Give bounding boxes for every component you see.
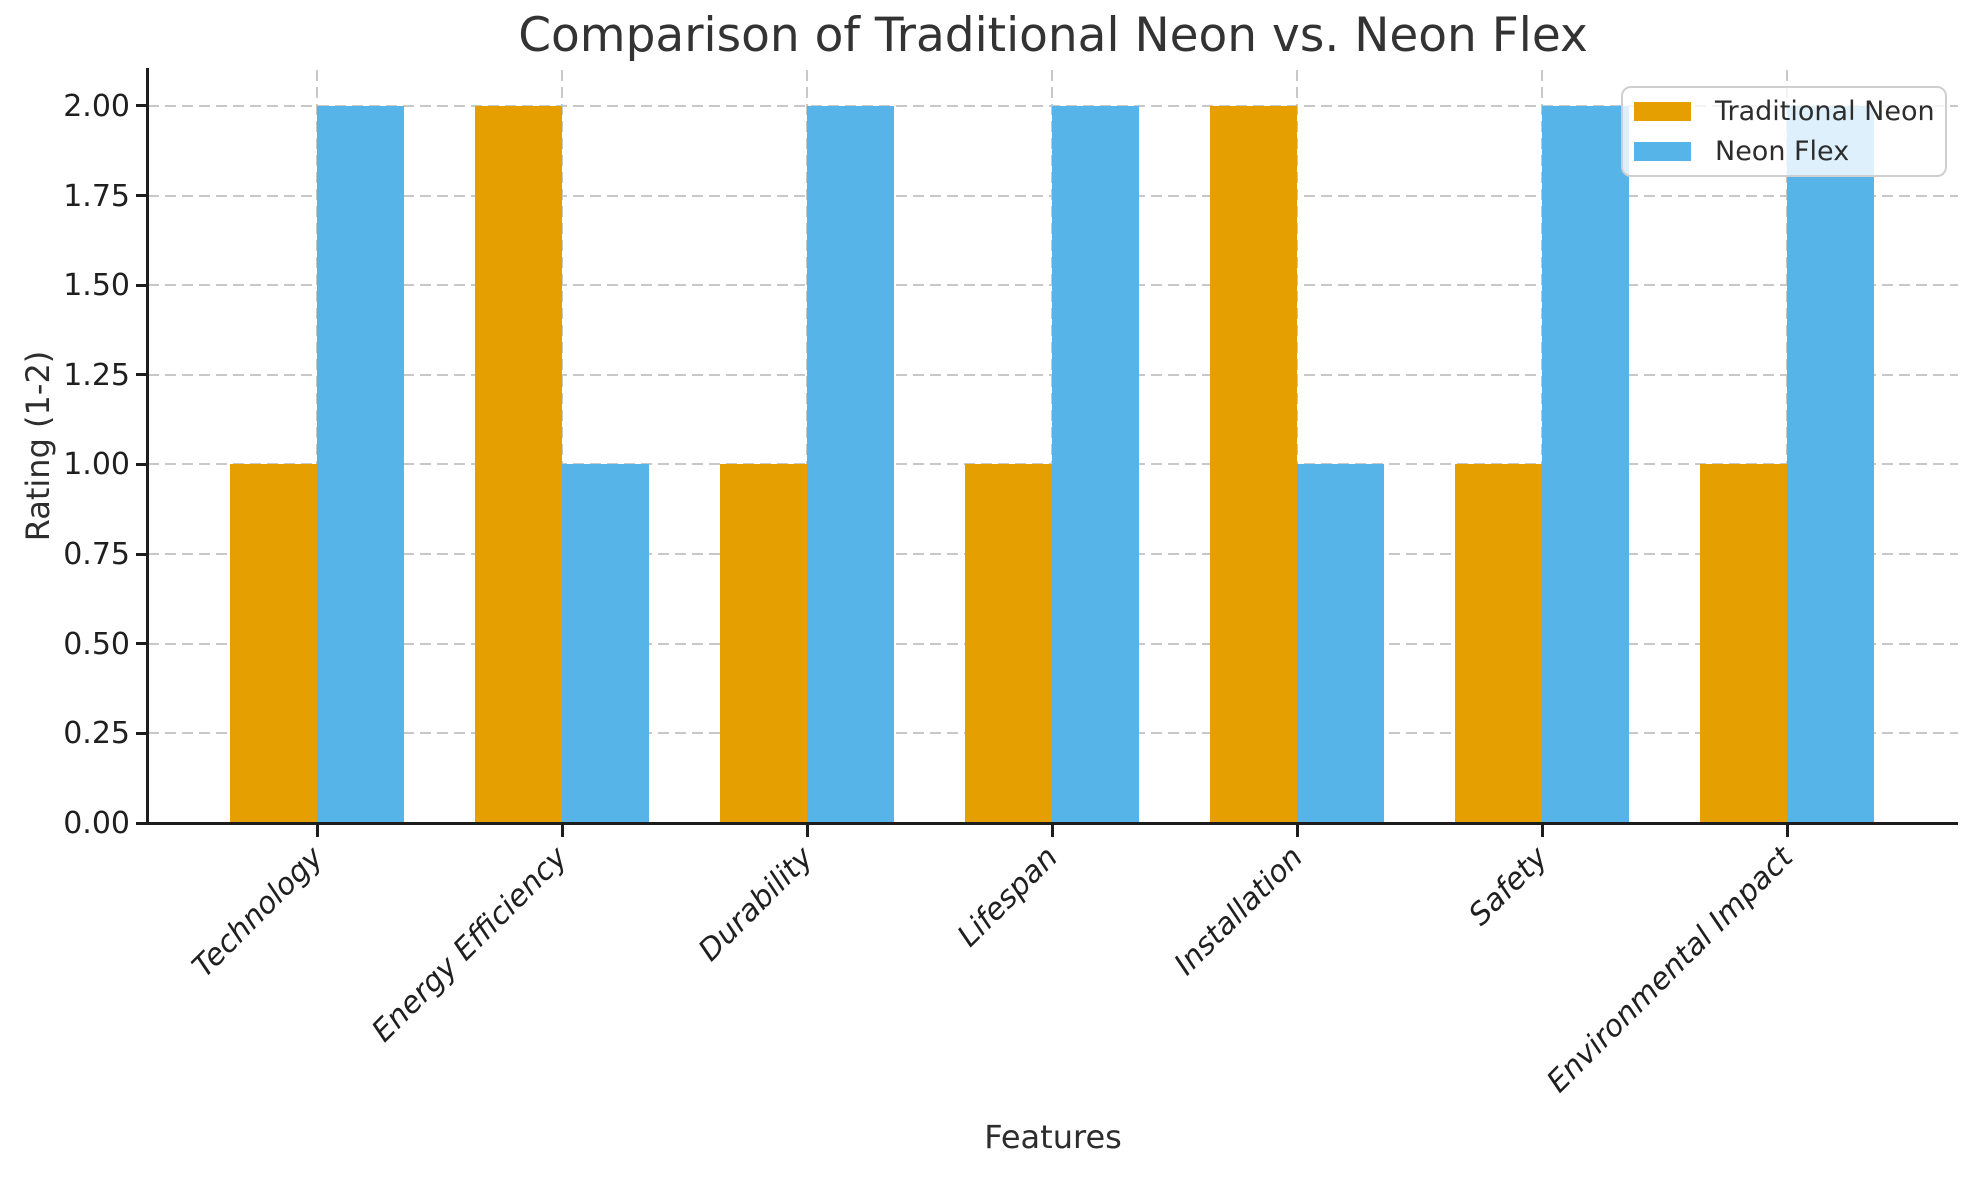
x-tick-label-lifespan: Lifespan bbox=[950, 840, 1065, 954]
y-tick-label: 1.25 bbox=[63, 357, 130, 393]
bar-neon-flex-lifespan bbox=[1052, 105, 1139, 823]
legend-row: Traditional Neon bbox=[1634, 96, 1935, 127]
bar-traditional-neon-safety bbox=[1455, 464, 1542, 823]
y-tick-mark bbox=[136, 462, 148, 466]
bar-neon-flex-installation bbox=[1297, 464, 1384, 823]
legend-swatch-traditional-neon bbox=[1634, 102, 1691, 121]
legend-swatch-neon-flex bbox=[1634, 142, 1691, 161]
bar-traditional-neon-installation bbox=[1210, 105, 1297, 823]
x-tick-label-technology: Technology bbox=[185, 840, 330, 985]
y-tick-mark bbox=[136, 373, 148, 377]
y-tick-label: 0.75 bbox=[63, 537, 130, 573]
y-tick-label: 0.50 bbox=[63, 626, 130, 662]
y-tick-label: 1.00 bbox=[63, 447, 130, 483]
legend-label-neon-flex: Neon Flex bbox=[1715, 136, 1850, 167]
y-tick-label: 0.25 bbox=[63, 716, 130, 752]
chart-title: Comparison of Traditional Neon vs. Neon … bbox=[518, 8, 1588, 63]
y-tick-label: 1.75 bbox=[63, 178, 130, 214]
y-tick-mark bbox=[136, 731, 148, 735]
x-gridline bbox=[561, 70, 563, 823]
legend-label-traditional-neon: Traditional Neon bbox=[1715, 96, 1935, 127]
bar-traditional-neon-durability bbox=[720, 464, 807, 823]
bar-neon-flex-energy-efficiency bbox=[562, 464, 649, 823]
x-tick-mark bbox=[1540, 825, 1544, 837]
y-tick-mark bbox=[136, 552, 148, 556]
x-tick-label-safety: Safety bbox=[1462, 840, 1555, 933]
y-tick-mark bbox=[136, 642, 148, 646]
bar-neon-flex-safety bbox=[1542, 105, 1629, 823]
bar-neon-flex-technology bbox=[317, 105, 404, 823]
y-tick-mark bbox=[136, 194, 148, 197]
y-axis-spine bbox=[146, 68, 149, 825]
bar-traditional-neon-energy-efficiency bbox=[475, 105, 562, 823]
x-tick-mark bbox=[560, 825, 564, 837]
x-tick-mark bbox=[805, 825, 809, 837]
x-gridline bbox=[1296, 70, 1298, 823]
x-tick-label-durability: Durability bbox=[691, 840, 820, 969]
bar-traditional-neon-environmental-impact bbox=[1700, 464, 1787, 823]
legend-row: Neon Flex bbox=[1634, 136, 1931, 167]
x-axis-label: Features bbox=[984, 1118, 1122, 1156]
x-tick-mark bbox=[1050, 825, 1054, 837]
y-tick-label: 2.00 bbox=[63, 88, 130, 124]
x-tick-label-environmental-impact: Environmental Impact bbox=[1540, 840, 1800, 1100]
bar-neon-flex-durability bbox=[807, 105, 894, 823]
x-tick-label-energy-efficiency: Energy Efficiency bbox=[365, 840, 575, 1050]
bar-neon-flex-environmental-impact bbox=[1787, 105, 1874, 823]
x-tick-mark bbox=[1295, 825, 1299, 837]
chart-legend: Traditional Neon Neon Flex bbox=[1621, 86, 1947, 177]
bar-traditional-neon-lifespan bbox=[965, 464, 1052, 823]
y-tick-mark bbox=[136, 283, 148, 287]
x-tick-label-installation: Installation bbox=[1167, 840, 1310, 983]
bar-traditional-neon-technology bbox=[230, 464, 317, 823]
y-tick-mark bbox=[136, 821, 148, 825]
x-axis-spine bbox=[146, 822, 1958, 825]
y-tick-mark bbox=[136, 104, 148, 108]
x-tick-mark bbox=[1785, 825, 1789, 837]
y-tick-label: 0.00 bbox=[63, 806, 130, 841]
x-tick-mark bbox=[315, 825, 319, 837]
y-tick-label: 1.50 bbox=[63, 268, 130, 304]
